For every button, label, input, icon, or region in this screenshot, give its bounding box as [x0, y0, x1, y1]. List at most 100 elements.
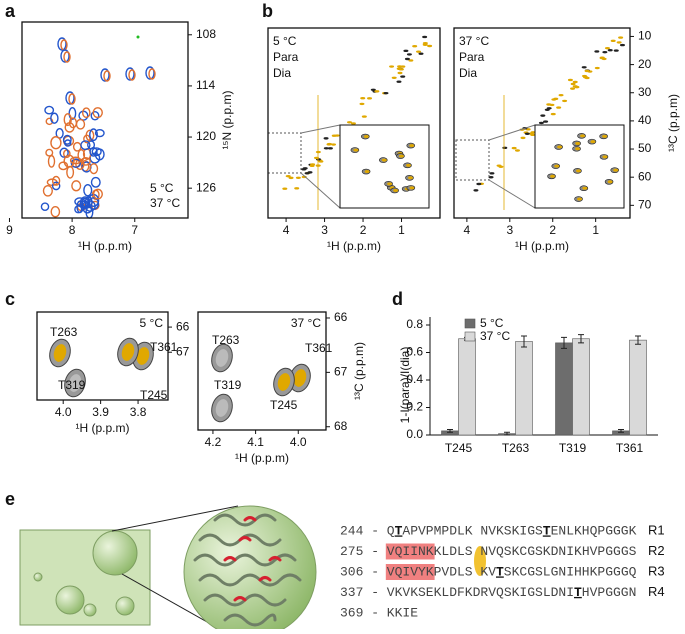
peak	[575, 169, 581, 173]
sequence: KKIE	[387, 605, 418, 620]
peak	[71, 180, 82, 192]
x-axis-label: ¹H (p.p.m)	[76, 421, 130, 435]
y-tick-label: 108	[196, 27, 216, 41]
x-tick-label: 4	[464, 223, 471, 237]
y-axis-label: ¹³C (p.p.m)	[666, 94, 680, 152]
peak	[403, 49, 409, 53]
peak	[59, 147, 69, 158]
peak	[582, 186, 588, 190]
peak	[80, 156, 91, 166]
peak	[427, 44, 433, 48]
peak-label: T245	[140, 388, 168, 402]
peak	[418, 52, 424, 55]
peak	[69, 156, 82, 165]
peak	[334, 134, 340, 137]
y-tick-label: 20	[638, 57, 652, 71]
peak	[602, 50, 608, 54]
peak	[473, 189, 479, 192]
peak	[58, 161, 69, 171]
panel-label: e	[5, 489, 15, 509]
y-tick-label: 67	[334, 365, 348, 379]
peak	[550, 174, 556, 178]
peak	[331, 143, 337, 146]
legend-entry: 37 °C	[459, 34, 489, 48]
peak	[613, 49, 619, 52]
y-tick-label: 68	[334, 419, 348, 433]
peak	[94, 128, 105, 138]
peak	[60, 49, 70, 63]
peak	[381, 158, 387, 162]
y-tick-label: 0.6	[406, 345, 423, 359]
peak	[103, 70, 111, 82]
panel-label: b	[262, 1, 273, 21]
peak	[288, 176, 294, 180]
peak	[387, 182, 393, 186]
peak	[57, 37, 67, 51]
peak	[128, 69, 136, 81]
peak	[554, 164, 560, 168]
inset	[339, 124, 430, 209]
legend-swatch	[464, 318, 476, 329]
x-tick-label: 3.9	[92, 405, 109, 419]
peak	[68, 106, 77, 120]
peak	[557, 145, 563, 149]
peak	[136, 347, 150, 365]
y-tick-label: 66	[176, 319, 190, 333]
peak	[42, 184, 53, 197]
peak	[353, 148, 359, 152]
sequence: KLDLS NVQSKCGSKDNIKHVPGGGS	[434, 544, 637, 559]
peak	[63, 51, 71, 63]
peak	[498, 165, 504, 169]
inset-link	[488, 124, 536, 141]
peak	[575, 141, 581, 145]
peak	[50, 205, 61, 218]
peak	[63, 154, 75, 168]
peak	[318, 160, 324, 163]
peak	[602, 155, 608, 159]
sequence: HVPGGGN	[582, 585, 637, 600]
x-axis-label: ¹H (p.p.m)	[235, 451, 289, 465]
plot-frame	[267, 27, 441, 219]
x-tick-label: 4.0	[55, 405, 72, 419]
peak	[538, 121, 544, 125]
illustration	[19, 505, 486, 634]
peak	[285, 174, 291, 178]
peak	[581, 66, 587, 69]
y-tick-label: 30	[638, 85, 652, 99]
peak	[302, 167, 308, 170]
x-tick-label: T361	[616, 441, 644, 455]
x-tick-label: 1	[398, 223, 405, 237]
droplet	[83, 603, 97, 617]
peak	[364, 170, 370, 174]
temperature-label: 37 °C	[291, 316, 321, 330]
peak	[53, 344, 67, 362]
peak	[409, 186, 415, 190]
peak	[389, 65, 395, 68]
peak	[326, 143, 332, 146]
panel-label: d	[392, 289, 403, 309]
peak	[64, 139, 72, 147]
y-tick-label: 40	[638, 113, 652, 127]
error-bar	[561, 336, 567, 349]
peak	[594, 50, 600, 53]
peak-label: T263	[212, 333, 240, 347]
peak	[602, 134, 608, 138]
legend-entry: 37 °C	[480, 329, 510, 343]
peak-label: T319	[58, 378, 86, 392]
x-tick-label: 4.2	[205, 435, 222, 449]
peak	[528, 132, 534, 135]
inset-link	[300, 124, 341, 134]
peak	[404, 57, 410, 61]
peak	[367, 97, 373, 100]
peak	[400, 75, 406, 78]
peak	[580, 134, 586, 138]
x-tick-label: 4.1	[247, 435, 264, 449]
peak	[422, 35, 428, 39]
x-tick-label: 2	[360, 223, 367, 237]
peak	[396, 67, 402, 70]
peak	[398, 154, 404, 158]
x-tick-label: 4	[283, 223, 290, 237]
peak	[77, 149, 86, 162]
peak	[383, 91, 389, 95]
x-axis-label: ¹H (p.p.m)	[327, 239, 381, 253]
